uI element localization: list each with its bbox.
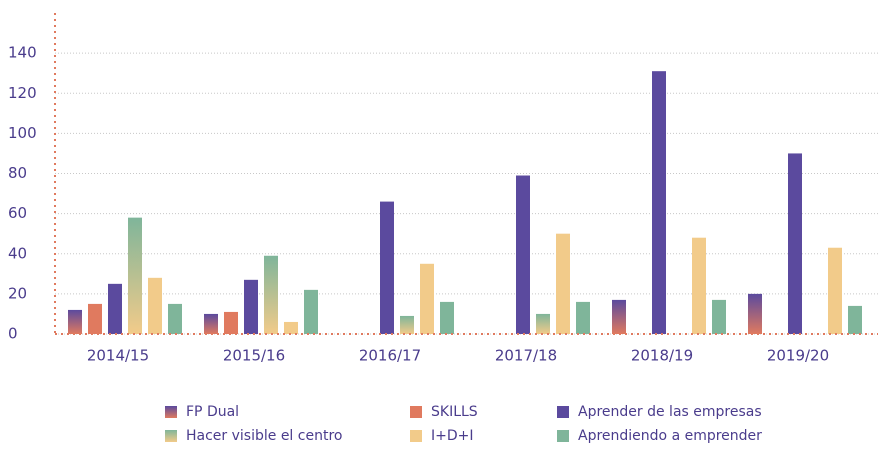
bar [440,301,454,334]
x-tick-label: 2016/17 [359,347,421,365]
y-tick-label: 80 [8,164,27,182]
y-tick-label: 120 [8,84,37,102]
y-tick-label: 20 [8,284,27,302]
bar [828,247,842,334]
bar [400,315,414,334]
bar [556,233,570,334]
legend-label: I+D+I [431,428,474,444]
bar [848,305,862,334]
legend-swatch [557,406,569,418]
bar [612,299,626,334]
bar [224,311,238,334]
y-tick-label: 0 [8,325,18,343]
bar [420,263,434,334]
x-tick-label: 2017/18 [495,347,557,365]
y-tick-label: 40 [8,244,27,262]
y-tick-label: 140 [8,44,37,62]
legend-label: SKILLS [431,404,478,420]
bar [284,321,298,334]
bar [380,201,394,334]
bar [204,313,218,334]
bar [264,255,278,334]
x-tick-label: 2014/15 [87,347,149,365]
x-tick-label: 2018/19 [631,347,693,365]
bar [148,277,162,334]
bar [88,303,102,334]
bar [68,309,82,334]
bar [168,303,182,334]
legend-swatch [410,430,422,442]
bar [748,293,762,334]
legend-label: Aprender de las empresas [578,404,762,420]
y-tick-label: 100 [8,124,37,142]
bar [712,299,726,334]
bar [788,153,802,334]
bar [536,313,550,334]
legend-label: Aprendiendo a emprender [578,428,762,444]
x-tick-label: 2019/20 [767,347,829,365]
bar [516,175,530,334]
legend-label: Hacer visible el centro [186,428,342,444]
bar [128,217,142,334]
legend-swatch [557,430,569,442]
legend-swatch [165,406,177,418]
y-tick-label: 60 [8,204,27,222]
bar [108,283,122,334]
x-tick-label: 2015/16 [223,347,285,365]
legend-label: FP Dual [186,404,239,420]
bar [244,279,258,334]
legend-swatch [410,406,422,418]
bar [652,71,666,335]
bar [304,289,318,334]
bar [576,301,590,334]
legend-swatch [165,430,177,442]
bar [692,237,706,334]
